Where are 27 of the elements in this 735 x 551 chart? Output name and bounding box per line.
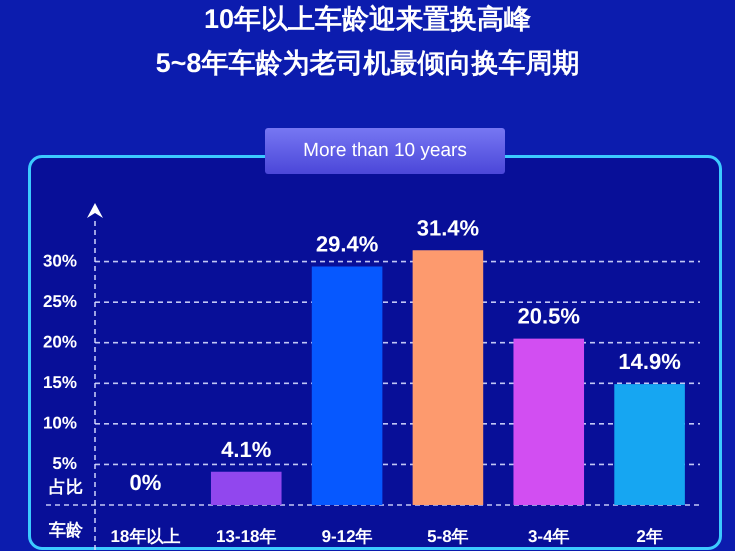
data-label: 0% — [130, 470, 162, 496]
data-label: 14.9% — [618, 349, 681, 374]
y-tick-label: 20% — [42, 332, 77, 352]
y-tick-label: 10% — [42, 414, 77, 433]
data-label: 29.4% — [316, 232, 378, 257]
y-axis-title: 占比 — [49, 478, 83, 497]
x-tick-label: 18年以上 — [110, 526, 180, 546]
data-label: 4.1% — [221, 436, 272, 462]
bar — [412, 250, 484, 505]
chart-title: 10年以上车龄迎来置换高峰 — [202, 3, 532, 36]
chart-subtitle: 5~8年车龄为老司机最倾向换车周期 — [154, 47, 580, 80]
bar — [614, 384, 685, 505]
x-tick-label: 2年 — [636, 526, 663, 546]
x-tick-label: 9-12年 — [322, 526, 373, 546]
y-tick-label: 30% — [42, 251, 77, 270]
x-tick-label: 3-4年 — [528, 526, 570, 546]
x-tick-label: 13-18年 — [216, 526, 276, 546]
bar — [513, 338, 584, 505]
data-label: 31.4% — [416, 215, 480, 240]
data-label: 20.5% — [518, 304, 580, 329]
bar — [312, 266, 382, 505]
bar — [210, 472, 282, 505]
x-tick-label: 5-8年 — [427, 526, 469, 546]
y-tick-label: 25% — [42, 292, 77, 311]
x-axis-title: 车龄 — [48, 520, 84, 540]
y-tick-label: 5% — [52, 454, 77, 474]
y-tick-label: 15% — [42, 372, 77, 392]
